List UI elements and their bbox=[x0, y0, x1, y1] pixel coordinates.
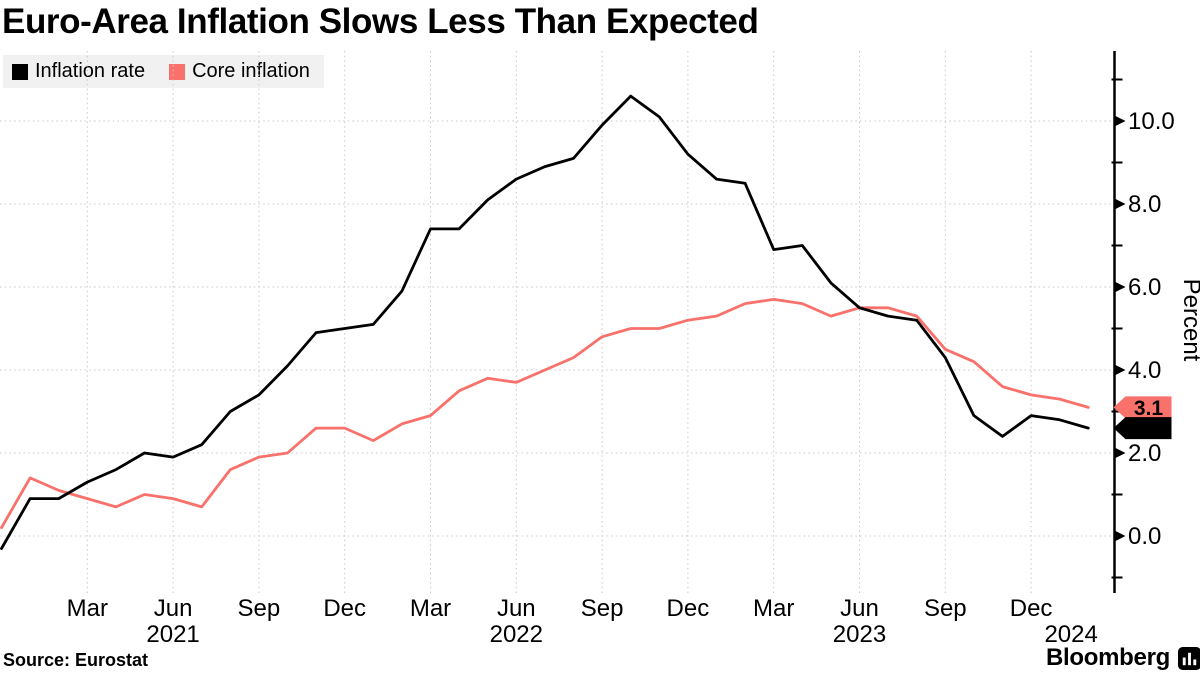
legend-item-core-inflation: Core inflation bbox=[169, 60, 310, 83]
x-axis-month-label: Jun bbox=[154, 595, 193, 622]
y-axis-title: Percent bbox=[1178, 279, 1200, 362]
x-axis-year-label: 2023 bbox=[833, 621, 886, 648]
legend-item-inflation-rate: Inflation rate bbox=[12, 60, 145, 83]
bloomberg-chart-bars-icon bbox=[1177, 646, 1200, 670]
x-axis-month-label: Dec bbox=[323, 595, 366, 622]
legend-label: Inflation rate bbox=[35, 60, 146, 82]
series-line-core-inflation bbox=[0, 297, 1090, 530]
chart-legend: Inflation rate Core inflation bbox=[3, 55, 324, 88]
end-value-tag bbox=[1113, 396, 1172, 419]
y-axis-major-tick-arrow bbox=[1115, 448, 1126, 458]
chart-title: Euro-Area Inflation Slows Less Than Expe… bbox=[2, 2, 759, 41]
y-axis-tick-label: 4.0 bbox=[1128, 357, 1161, 384]
y-axis-major-tick-arrow bbox=[1115, 116, 1126, 126]
y-axis-tick-label: 0.0 bbox=[1128, 523, 1161, 550]
x-axis-year-label: 2022 bbox=[490, 621, 543, 648]
x-axis-month-label: Mar bbox=[67, 595, 108, 622]
x-axis-month-label: Jun bbox=[497, 595, 536, 622]
x-axis-month-label: Mar bbox=[410, 595, 451, 622]
y-axis-tick-label: 2.0 bbox=[1128, 440, 1161, 467]
y-axis-major-tick-arrow bbox=[1115, 531, 1126, 541]
series-line-inflation-rate bbox=[0, 94, 1090, 550]
x-axis-month-label: Jun bbox=[840, 595, 879, 622]
x-axis-month-label: Dec bbox=[1010, 595, 1053, 622]
end-value-label: 3.1 bbox=[1134, 397, 1164, 420]
x-axis-month-label: Mar bbox=[753, 595, 794, 622]
inflation-rate-swatch-icon bbox=[12, 63, 28, 80]
x-axis-month-label: Dec bbox=[667, 595, 710, 622]
y-axis-major-tick-arrow bbox=[1115, 365, 1126, 375]
y-axis-major-tick-arrow bbox=[1115, 282, 1126, 292]
bloomberg-logo: Bloomberg bbox=[1046, 644, 1200, 672]
legend-label: Core inflation bbox=[192, 60, 310, 82]
bloomberg-wordmark: Bloomberg bbox=[1046, 644, 1170, 671]
x-axis-month-label: Sep bbox=[238, 595, 281, 622]
end-value-tag bbox=[1113, 417, 1172, 440]
y-axis-tick-label: 8.0 bbox=[1128, 191, 1161, 218]
y-axis-major-tick-arrow bbox=[1115, 199, 1126, 209]
x-axis-year-label: 2024 bbox=[1044, 621, 1097, 648]
x-axis-month-label: Sep bbox=[924, 595, 967, 622]
y-axis-tick-label: 10.0 bbox=[1128, 108, 1175, 135]
x-axis-year-label: 2021 bbox=[146, 621, 199, 648]
source-note: Source: Eurostat bbox=[3, 650, 149, 670]
x-axis-month-label: Sep bbox=[581, 595, 624, 622]
end-value-label: 2.6 bbox=[1134, 418, 1163, 441]
y-axis-tick-label: 6.0 bbox=[1128, 274, 1161, 301]
